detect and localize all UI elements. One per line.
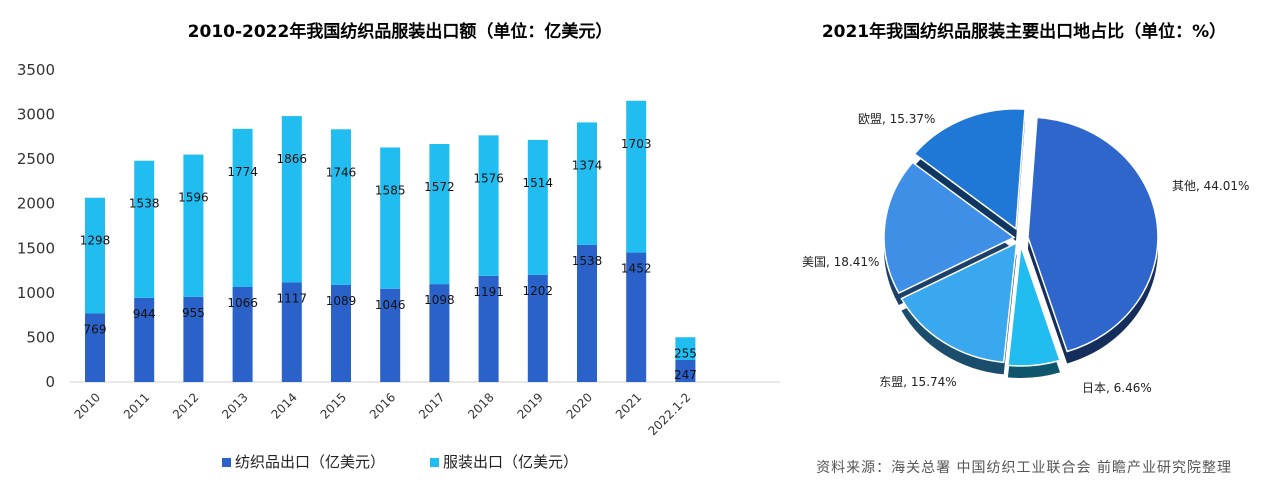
- bar-apparel: [85, 197, 105, 314]
- bar-textile: [380, 288, 401, 382]
- bar-textile: [85, 313, 105, 382]
- x-tick-label: 2012: [170, 390, 201, 421]
- bar-apparel: [281, 116, 302, 283]
- x-tick-label: 2019: [514, 390, 545, 421]
- bar-textile: [232, 286, 253, 382]
- data-label-apparel: 1596: [178, 191, 209, 205]
- data-label-apparel: 1866: [277, 152, 308, 166]
- x-tick-label: 2014: [268, 390, 299, 421]
- data-label-apparel: 255: [674, 346, 697, 360]
- pie-slice: [913, 108, 1026, 231]
- bar-textile: [429, 284, 450, 382]
- y-tick-label: 2000: [17, 195, 55, 213]
- x-tick-label: 2017: [416, 390, 447, 421]
- y-tick-label: 1000: [17, 284, 55, 302]
- data-label-apparel: 1514: [523, 176, 554, 190]
- bar-apparel: [232, 128, 253, 287]
- bar-apparel: [183, 154, 204, 297]
- y-tick-label: 3500: [17, 61, 55, 79]
- data-label-apparel: 1703: [621, 137, 652, 151]
- x-tick-label: 2010: [72, 390, 103, 421]
- data-label-textile: 1191: [473, 285, 504, 299]
- data-label-textile: 944: [133, 307, 156, 321]
- data-label-textile: 1452: [621, 262, 652, 276]
- bar-textile: [626, 252, 647, 382]
- data-label-apparel: 1746: [326, 165, 357, 179]
- data-label-apparel: 1298: [80, 234, 111, 248]
- bar-chart-legend: 纺织品出口（亿美元） 服装出口（亿美元）: [222, 453, 578, 471]
- y-tick-label: 2500: [17, 150, 55, 168]
- x-tick-label: 2022.1-2: [645, 390, 693, 438]
- pie-slice: [1027, 116, 1159, 353]
- y-tick-label: 3000: [17, 106, 55, 124]
- bar-textile: [577, 244, 597, 382]
- bar-apparel: [478, 135, 499, 276]
- legend-label: 纺织品出口（亿美元）: [235, 453, 385, 471]
- bar-textile: [281, 282, 302, 382]
- legend-label: 服装出口（亿美元）: [443, 453, 578, 471]
- x-tick-label: 2018: [465, 390, 496, 421]
- data-label-textile: 1098: [424, 293, 455, 307]
- pie-chart-title: 2021年我国纺织品服装主要出口地占比（单位：%）: [822, 21, 1226, 42]
- bar-chart: 0 500 1000 1500 2000 2500 3000 3500 769 1298 2010 9…: [17, 61, 780, 438]
- bar-textile: [183, 296, 204, 382]
- legend-swatch: [222, 458, 231, 467]
- data-label-apparel: 1374: [572, 158, 603, 172]
- bar-apparel: [626, 100, 647, 253]
- legend-swatch: [430, 458, 439, 467]
- x-tick-label: 2016: [367, 390, 398, 421]
- pie-slice: [883, 161, 1016, 295]
- y-tick-label: 1500: [17, 239, 55, 257]
- data-label-textile: 247: [674, 368, 697, 382]
- bar-apparel: [527, 139, 548, 275]
- data-label-textile: 769: [84, 322, 107, 336]
- pie-slice-label: 美国, 18.41%: [802, 255, 879, 269]
- x-tick-label: 2021: [613, 390, 644, 421]
- pie-slice-label: 其他, 44.01%: [1172, 179, 1249, 193]
- data-label-textile: 1046: [375, 298, 406, 312]
- bar-textile: [527, 274, 548, 382]
- data-label-textile: 1066: [227, 296, 258, 310]
- x-tick-label: 2013: [219, 390, 250, 421]
- data-label-textile: 1538: [572, 254, 603, 268]
- pie-slice-label: 欧盟, 15.37%: [858, 112, 935, 126]
- x-tick-label: 2020: [564, 390, 595, 421]
- bar-apparel: [577, 122, 597, 245]
- pie-slice: [1007, 245, 1061, 367]
- source-note: 资料来源：海关总署 中国纺织工业联合会 前瞻产业研究院整理: [816, 459, 1232, 476]
- data-label-apparel: 1538: [129, 197, 160, 211]
- pie-slice-label: 东盟, 15.74%: [879, 375, 956, 389]
- y-tick-label: 0: [45, 373, 55, 391]
- bar-apparel: [134, 160, 155, 298]
- data-label-textile: 1117: [277, 291, 308, 305]
- bar-textile: [331, 284, 351, 382]
- bar-textile: [478, 275, 499, 382]
- bar-apparel: [331, 129, 351, 285]
- pie-chart: 其他, 44.01% 日本, 6.46% 东盟, 15.74% 美国, 18.41% 欧…: [802, 108, 1249, 395]
- data-label-apparel: 1774: [227, 165, 258, 179]
- x-tick-label: 2015: [318, 390, 349, 421]
- data-label-textile: 1202: [523, 284, 554, 298]
- bar-apparel: [380, 147, 401, 289]
- data-label-apparel: 1585: [375, 183, 406, 197]
- data-label-textile: 1089: [326, 294, 357, 308]
- bar-apparel: [429, 143, 450, 285]
- data-label-apparel: 1572: [424, 180, 455, 194]
- y-tick-label: 500: [26, 328, 55, 346]
- bar-textile: [134, 297, 155, 382]
- bar-textile: [675, 359, 696, 382]
- bar-apparel: [675, 337, 696, 360]
- bar-chart-title: 2010-2022年我国纺织品服装出口额（单位：亿美元）: [188, 21, 613, 42]
- pie-slice-label: 日本, 6.46%: [1082, 381, 1152, 395]
- data-label-textile: 955: [182, 306, 205, 320]
- x-tick-label: 2011: [121, 390, 152, 421]
- pie-slice: [900, 241, 1018, 364]
- data-label-apparel: 1576: [473, 171, 504, 185]
